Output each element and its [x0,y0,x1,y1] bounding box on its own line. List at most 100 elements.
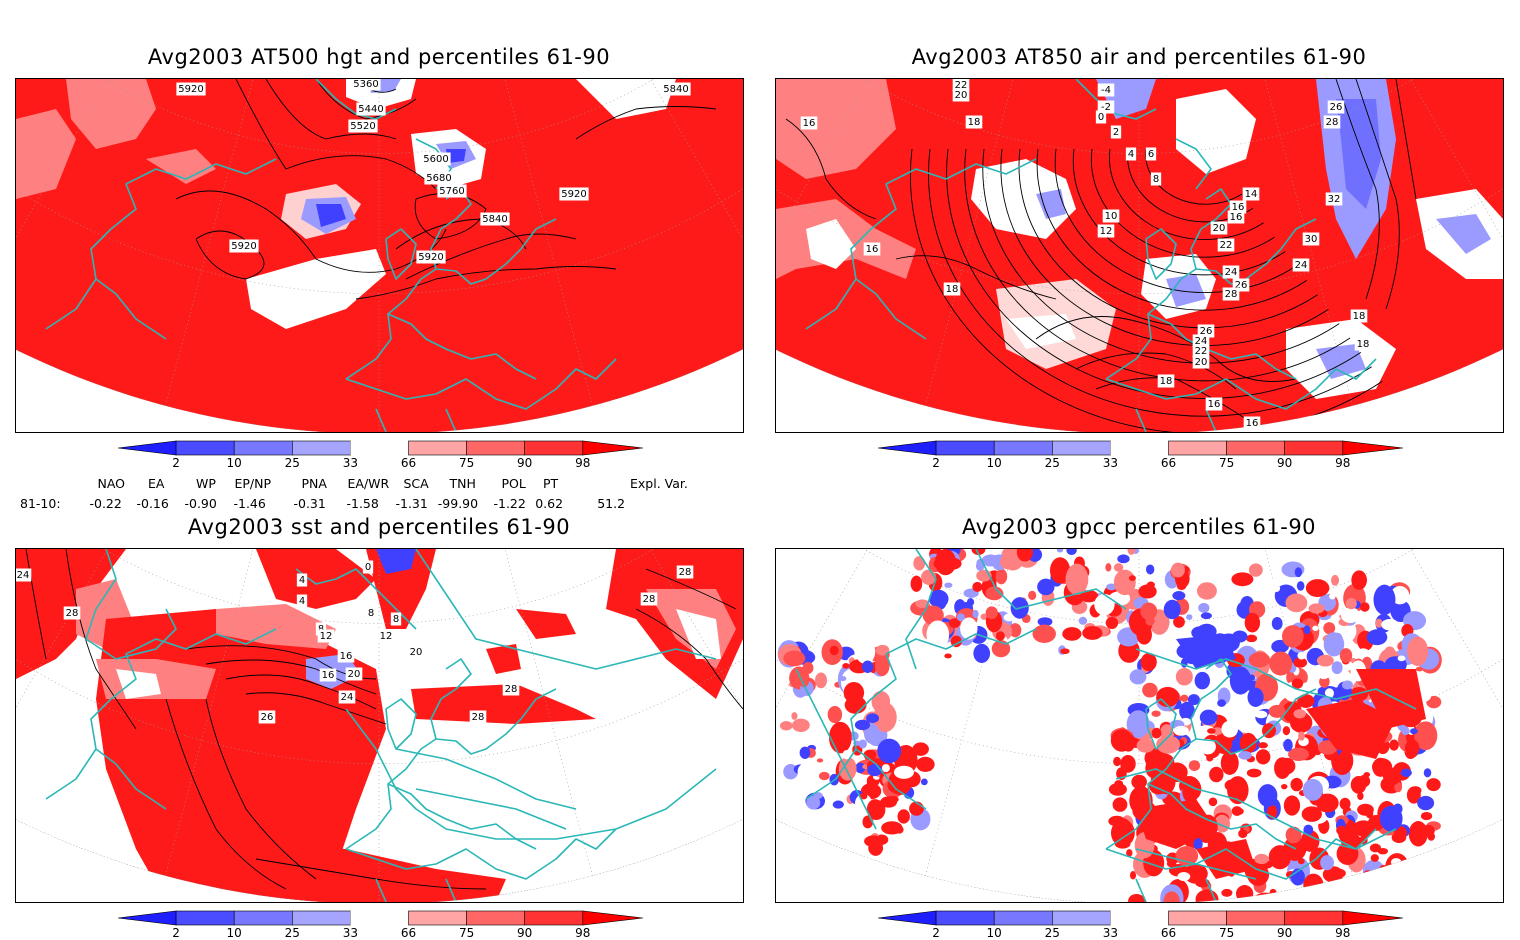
contour-label-bg [1125,147,1137,161]
precip-percentile-cell [1208,797,1218,807]
precip-percentile-cell [842,749,851,760]
percentile-shading [246,249,386,329]
precip-percentile-cell [1062,627,1082,641]
contour-label-bg [296,573,308,587]
contour-label-bg [661,82,691,96]
precip-percentile-cell [1268,704,1286,718]
contour-line [405,233,577,280]
contour-label: 5760 [439,186,464,197]
precip-percentile-cell [1389,739,1399,751]
colorbar-segment [233,440,293,456]
precip-percentile-cell [1412,876,1421,882]
precip-percentile-cell [791,712,798,720]
precip-percentile-cell [835,785,846,797]
precip-percentile-cell [1028,590,1037,600]
coastline [45,628,277,810]
precip-percentile-cell [1293,709,1307,719]
colorbar-tick-label: 10 [986,456,1002,470]
precip-percentile-cell [920,778,928,786]
precip-percentile-cell [1198,602,1210,613]
colorbar-segment [1168,910,1227,926]
index-header: Expl. Var. [630,476,688,491]
precip-percentile-cell [871,690,891,713]
colorbar-tick-label: 75 [458,456,475,470]
precip-percentile-cell [1336,825,1347,836]
precip-percentile-cell [926,620,950,649]
precip-percentile-cell [1108,782,1127,796]
contour-line [645,568,737,610]
index-value: -1.46 [233,496,266,511]
colorbar-tick-label: 33 [342,456,359,470]
precip-percentile-cell [1003,613,1015,622]
precip-percentile-cell [1110,729,1133,752]
map-sst-svg: 2428448881212162024262828282801620 [16,549,743,902]
colorbar-segment [1226,910,1286,926]
colorbar-tick-label: 33 [342,926,359,940]
colorbar-segment [1052,440,1111,456]
precip-percentile-cell [1415,666,1424,672]
precip-percentile-cell [1374,872,1382,879]
precip-percentile-cell [1313,884,1337,902]
precip-percentile-cell [877,738,902,764]
contour-line [175,190,447,273]
precip-percentile-cell [818,771,830,781]
contour-line [946,148,1362,399]
contour-label: 16 [866,244,879,255]
percentile-shading [1176,89,1256,174]
contour-label: 18 [1357,339,1370,350]
precip-percentile-cell [1258,742,1268,749]
precip-percentile-cell [1246,768,1262,778]
precip-percentile-cell [1381,618,1399,631]
contour-label: 16 [322,670,335,681]
precip-percentile-cell [1291,678,1304,689]
precip-percentile-cell [956,613,965,622]
contour-label: 24 [1225,267,1238,278]
colorbar-svg [877,440,1404,456]
precip-percentile-cell [1171,562,1185,578]
precip-percentile-cell [1180,694,1189,702]
contour-label: 8 [368,608,374,619]
precip-percentile-cell [1269,651,1293,676]
longitude-gridline [1138,79,1375,432]
colorbar-tick-label: 75 [1218,456,1235,470]
precip-percentile-cell [1297,651,1306,660]
colorbar-tick-label: 2 [172,456,180,470]
contour-label-bg [1097,100,1115,114]
precip-percentile-cell [1108,815,1126,827]
precip-percentile-cell [1248,563,1263,577]
contour-label: 26 [1330,102,1343,113]
percentile-shading [516,609,576,639]
index-value: -0.16 [136,496,169,511]
colorbar-arrow-right [1342,440,1404,456]
index-value: -0.31 [293,496,326,511]
coastline [1105,658,1317,850]
precip-percentile-cell [1112,797,1128,812]
contour-line [165,698,287,890]
percentile-shading [146,149,216,184]
precip-percentile-cell [1329,593,1336,600]
precip-percentile-cell [940,557,962,570]
contour-label: 26 [261,712,274,723]
precip-percentile-cell [972,581,983,593]
contour-label-bg [469,710,487,724]
contour-line [785,118,877,220]
precip-percentile-cell [1336,842,1359,865]
precip-percentile-cell [1366,629,1388,646]
contour-label-bg [63,606,81,620]
colorbar-segment [466,440,526,456]
precip-percentile-cell [909,801,924,816]
contour-label: 5920 [231,241,256,252]
map-clip-group [16,549,743,902]
colorbar-segment [292,910,351,926]
contour-label: 18 [1353,311,1366,322]
contour-label: -2 [1101,102,1111,113]
colorbar-tick-label: 25 [284,456,300,470]
precip-percentile-cell [999,553,1017,570]
precip-percentile-cell [1397,655,1406,662]
colorbar-tick-label: 90 [517,926,533,940]
precip-percentile-cell [1340,607,1360,623]
precip-percentile-cell [1186,614,1193,621]
contour-label: 18 [1160,376,1173,387]
precip-percentile-cell [985,586,1004,601]
precip-percentile-cell [1129,669,1147,685]
